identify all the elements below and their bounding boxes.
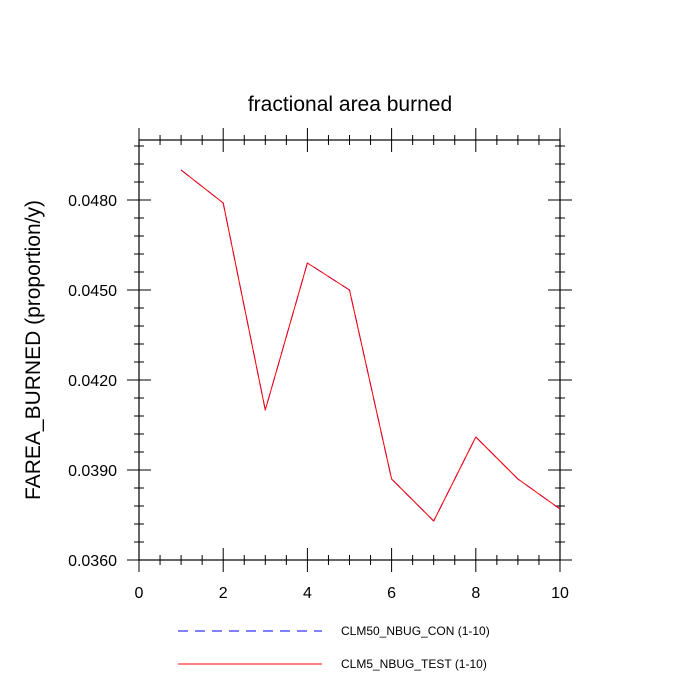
x-tick-label: 10: [551, 585, 569, 602]
x-tick-label: 4: [303, 585, 312, 602]
series-line-1: [180, 169, 561, 522]
x-tick-label: 6: [387, 585, 396, 602]
y-tick-label: 0.0360: [68, 553, 117, 570]
legend-label-2: CLM5_NBUG_TEST (1-10): [341, 657, 487, 671]
legend-label-1: CLM50_NBUG_CON (1-10): [341, 624, 490, 638]
legend: CLM50_NBUG_CON (1-10) CLM5_NBUG_TEST (1-1…: [178, 624, 490, 671]
series-lines: [180, 169, 561, 522]
y-tick-label: 0.0390: [68, 463, 117, 480]
plot-frame: [138, 139, 561, 561]
chart-title: fractional area burned: [248, 93, 452, 116]
x-tick-label: 0: [135, 585, 144, 602]
axis-tick-labels: 0 2 4 6 8 10 0.0360 0.0390 0.0420 0.0450 0.0480: [68, 193, 569, 602]
series-line-2: [180, 169, 561, 522]
y-tick-label: 0.0480: [68, 193, 117, 210]
y-tick-label: 0.0420: [68, 373, 117, 390]
y-axis-label: FAREA_BURNED (proportion/y): [22, 200, 45, 500]
y-tick-label: 0.0450: [68, 283, 117, 300]
x-tick-label: 2: [219, 585, 228, 602]
x-tick-label: 8: [471, 585, 480, 602]
axis-ticks: [127, 128, 572, 572]
